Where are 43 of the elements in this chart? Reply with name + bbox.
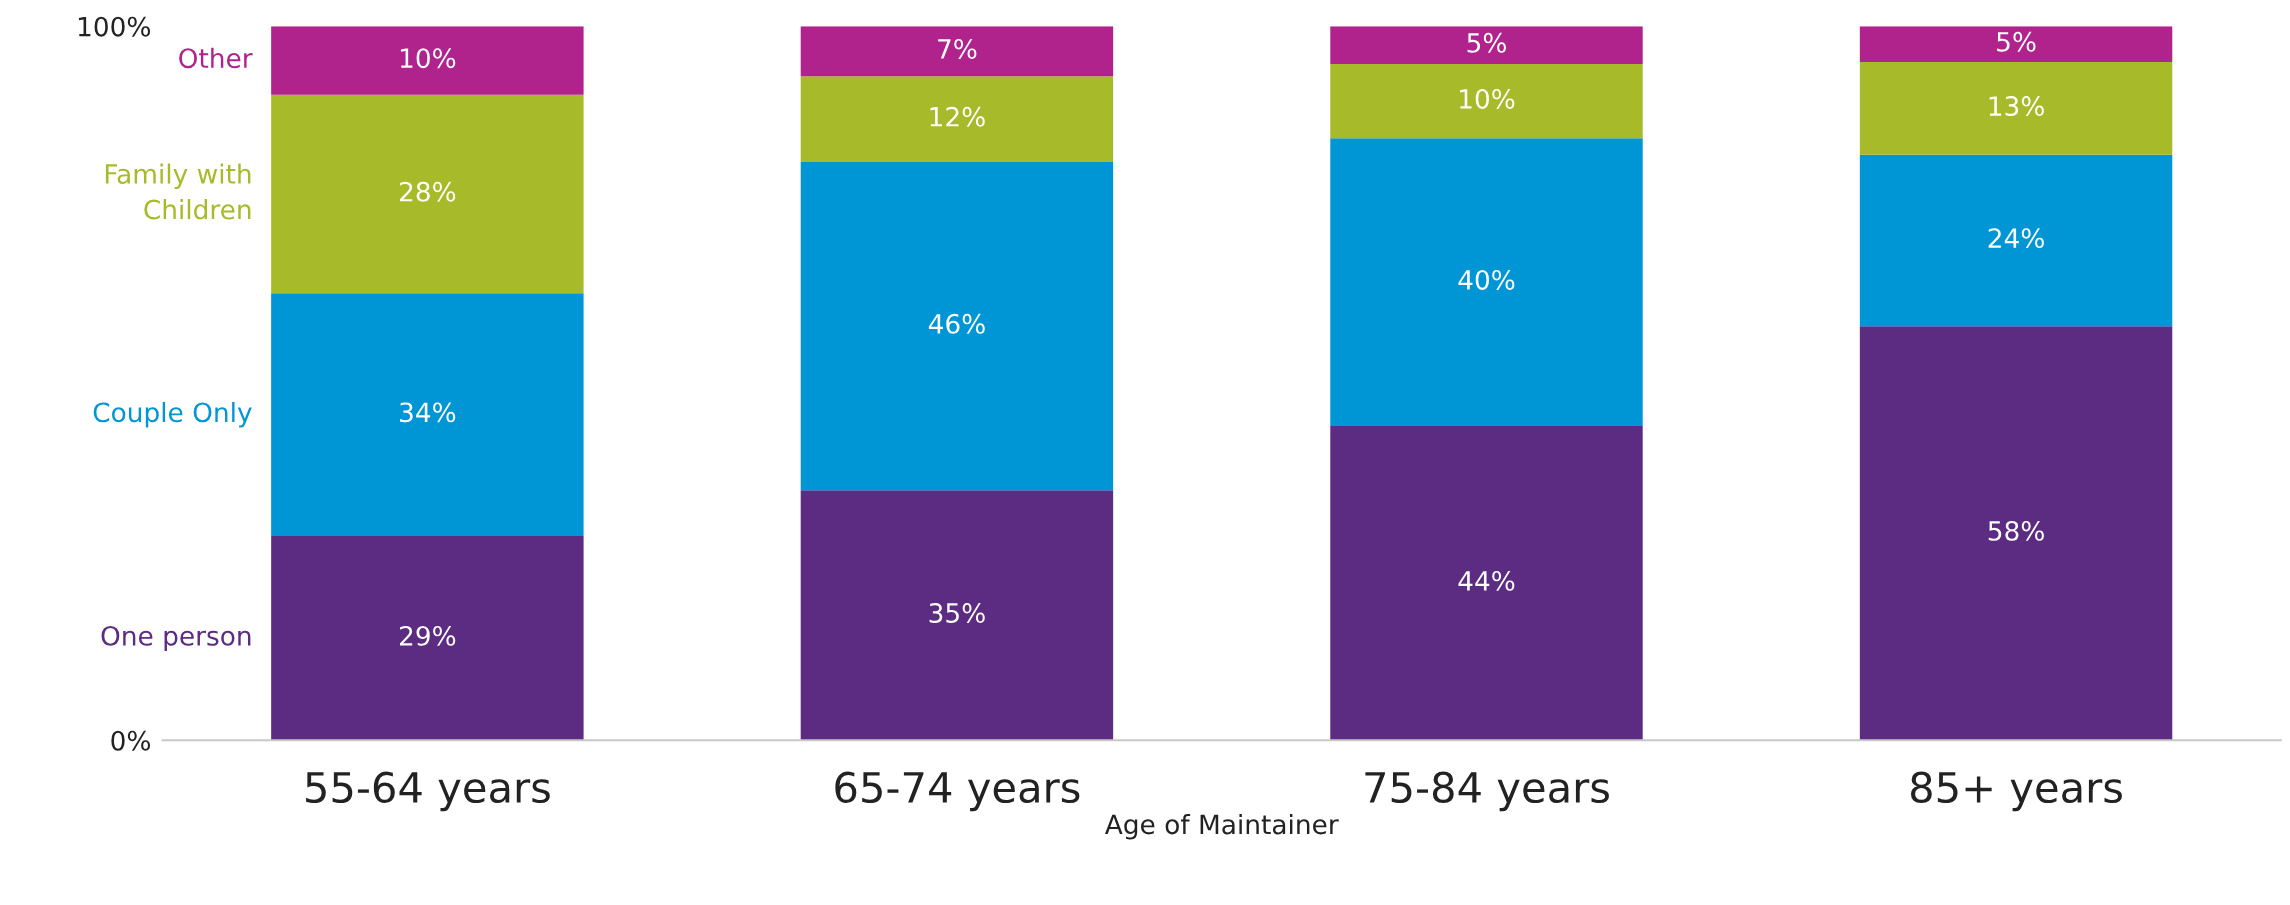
bar: [1859, 154, 2173, 327]
data-label: 12%: [930, 106, 985, 127]
bar: [271, 293, 584, 537]
bar: [1330, 426, 1643, 741]
data-label: 44%: [1458, 570, 1515, 591]
y-tick-label: 0%: [111, 730, 151, 751]
x-tick-label: 55-64 years: [306, 771, 550, 812]
series-label: Family with Children: [105, 163, 251, 220]
bar: [1330, 64, 1643, 139]
data-label: 29%: [399, 625, 456, 646]
data-label: 35%: [929, 603, 985, 623]
x-tick-label: 65-74 years: [835, 771, 1080, 812]
series-label: One person: [101, 625, 251, 651]
data-label: 13%: [1989, 96, 2044, 117]
bar: [1859, 61, 2173, 155]
bar: [1330, 26, 1643, 65]
data-label: 24%: [1988, 228, 2044, 249]
bar: [800, 490, 1114, 741]
bar: [800, 26, 1114, 77]
data-label: 28%: [399, 181, 456, 202]
bar: [1859, 326, 2173, 741]
x-tick-label: 75-84 years: [1365, 771, 1609, 812]
bar: [1330, 138, 1643, 427]
x-axis-title: Age of Maintainer: [1104, 813, 1339, 840]
data-label: 10%: [400, 48, 456, 69]
data-label: 58%: [1988, 520, 2044, 541]
x-tick-label: 85+ years: [1910, 771, 2122, 812]
data-label: 5%: [1997, 31, 2036, 52]
bar: [1859, 26, 2173, 62]
data-label: 7%: [938, 38, 977, 59]
data-label: 46%: [928, 313, 985, 334]
bar: [800, 161, 1114, 491]
y-tick-label: 100%: [78, 16, 151, 37]
series-label: Couple Only: [93, 401, 252, 428]
data-label: 34%: [400, 402, 456, 423]
data-label: 10%: [1460, 88, 1515, 109]
bar: [271, 536, 584, 741]
data-label: 40%: [1458, 269, 1515, 290]
bar: [271, 94, 584, 294]
data-label: 5%: [1467, 32, 1506, 53]
bar: [800, 76, 1114, 162]
series-label: Other: [179, 47, 253, 69]
bar: [271, 26, 584, 95]
